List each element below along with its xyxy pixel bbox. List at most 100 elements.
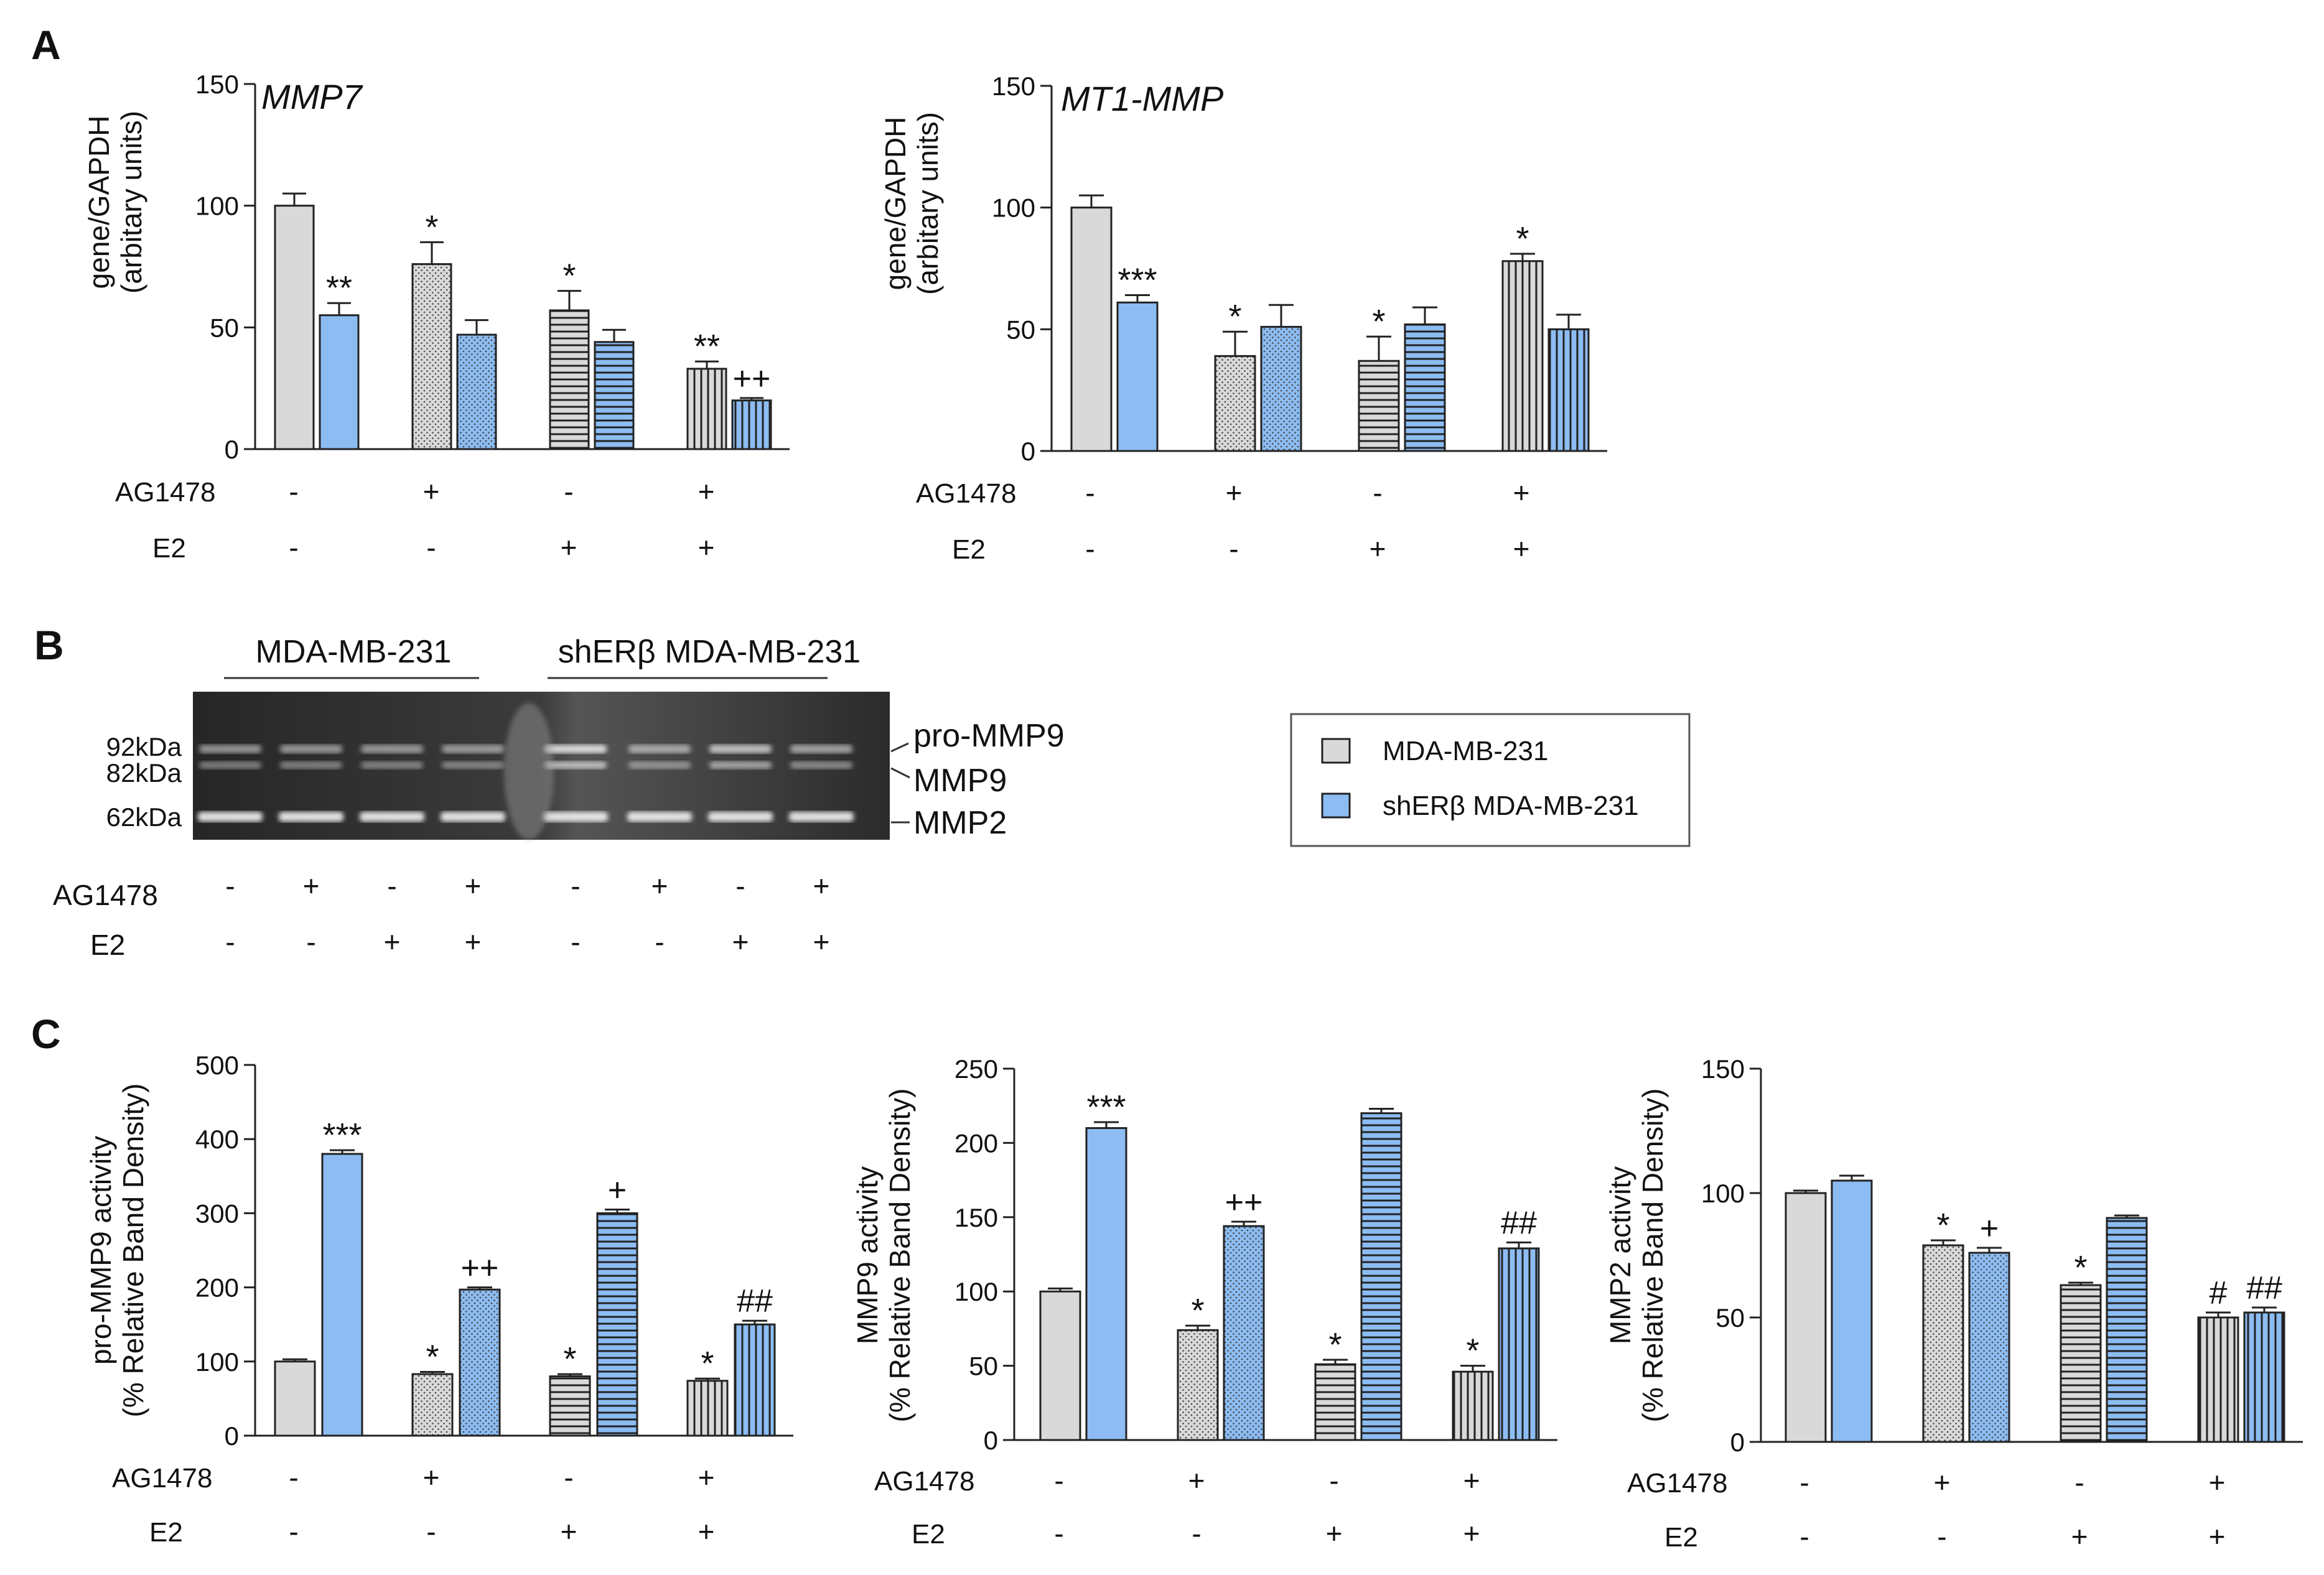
bar-sherb-1 bbox=[320, 315, 358, 449]
legend-swatch-blue bbox=[1321, 792, 1351, 819]
y-axis-label-line2: (arbitary units) bbox=[912, 112, 944, 295]
gel-ag-label: AG1478 bbox=[53, 879, 158, 911]
gel-band-pro-mmp9 bbox=[709, 745, 772, 753]
ag1478-sign: + bbox=[423, 475, 440, 508]
y-tick-label: 0 bbox=[225, 435, 239, 464]
marker-92kda: 92kDa bbox=[106, 732, 182, 761]
e2-sign: + bbox=[698, 1515, 715, 1548]
ag1478-sign: + bbox=[1226, 476, 1243, 509]
significance-mark: ** bbox=[694, 328, 720, 365]
bar-mda-4-pattern bbox=[2198, 1317, 2238, 1442]
bar-mda-4-pattern bbox=[688, 368, 726, 449]
gel-band-pro-mmp9 bbox=[199, 745, 261, 753]
bar-sherb-2-pattern bbox=[457, 335, 496, 449]
significance-mark: ++ bbox=[733, 361, 771, 397]
gel-e2-sign: - bbox=[225, 926, 235, 958]
bar-mda-3-pattern bbox=[1315, 1364, 1355, 1440]
y-tick-label: 250 bbox=[954, 1054, 998, 1084]
y-tick-label: 200 bbox=[195, 1273, 239, 1303]
y-axis-label-line1: pro-MMP9 activity bbox=[85, 1136, 117, 1365]
e2-sign: + bbox=[698, 531, 715, 564]
e2-sign: + bbox=[561, 531, 577, 564]
y-tick-label: 0 bbox=[1021, 437, 1035, 466]
bar-sherb-4-pattern bbox=[1549, 329, 1589, 451]
gel-ag-sign: + bbox=[813, 870, 830, 902]
e2-sign: + bbox=[2071, 1520, 2088, 1553]
e2-sign: + bbox=[1463, 1517, 1480, 1549]
significance-mark: * bbox=[701, 1345, 714, 1382]
bar-mda-1 bbox=[1071, 207, 1111, 451]
gel-ag-sign: + bbox=[303, 870, 320, 902]
ag1478-sign: + bbox=[2209, 1466, 2226, 1498]
bar-mda-1 bbox=[1786, 1193, 1826, 1442]
gel-e2-sign: + bbox=[732, 926, 749, 958]
y-axis-label: gene/GAPDH(arbitary units) bbox=[83, 111, 147, 294]
gel-band-mmp2 bbox=[441, 812, 505, 822]
gel-ag-sign: - bbox=[735, 870, 745, 902]
ag1478-sign: - bbox=[1054, 1464, 1063, 1497]
bar-sherb-4-pattern bbox=[735, 1324, 775, 1436]
y-axis-label-line1: MMP9 activity bbox=[851, 1166, 884, 1344]
bar-mda-3-pattern bbox=[1359, 361, 1399, 451]
legend-swatch-gray bbox=[1321, 738, 1351, 764]
y-tick-label: 0 bbox=[1730, 1428, 1745, 1457]
gel-band-mmp9 bbox=[628, 761, 691, 769]
panel-letter-b: B bbox=[34, 622, 64, 668]
y-axis-label: gene/GAPDH(arbitary units) bbox=[879, 112, 944, 295]
bar-sherb-2-pattern bbox=[1969, 1253, 2009, 1442]
gel-band-mmp9 bbox=[280, 761, 342, 769]
gel-group1-label: MDA-MB-231 bbox=[256, 634, 452, 670]
bar-sherb-3-pattern bbox=[1405, 324, 1445, 451]
gel-e2-sign: - bbox=[655, 926, 664, 958]
e2-sign: - bbox=[1799, 1520, 1809, 1553]
gel-smear bbox=[504, 703, 554, 840]
legend: MDA-MB-231 shERβ MDA-MB-231 bbox=[1290, 713, 1691, 847]
ag1478-sign: - bbox=[564, 1461, 573, 1494]
significance-mark: * bbox=[1516, 220, 1529, 258]
y-tick-label: 50 bbox=[1715, 1303, 1745, 1332]
pro-mmp9-pointer bbox=[890, 742, 909, 753]
significance-mark: ## bbox=[1501, 1205, 1537, 1241]
bar-sherb-4-pattern bbox=[732, 400, 771, 449]
significance-mark: * bbox=[2074, 1249, 2087, 1286]
y-axis-label-line1: gene/GAPDH bbox=[83, 116, 115, 289]
bar-sherb-1 bbox=[1832, 1181, 1872, 1442]
gel-ag-sign: - bbox=[225, 870, 235, 902]
marker-62kda: 62kDa bbox=[106, 802, 182, 832]
ag1478-row-label: AG1478 bbox=[115, 477, 215, 508]
gel-band-mmp9 bbox=[544, 761, 607, 769]
bar-mda-2-pattern bbox=[413, 1374, 452, 1436]
e2-sign: - bbox=[1192, 1517, 1201, 1549]
bar-mda-2-pattern bbox=[1923, 1245, 1963, 1442]
gel-band-mmp2 bbox=[708, 812, 773, 822]
ag1478-sign: + bbox=[423, 1461, 440, 1494]
ag1478-sign: - bbox=[2074, 1466, 2084, 1498]
bar-sherb-3-pattern bbox=[597, 1213, 637, 1436]
y-axis-label-line2: (% Relative Band Density) bbox=[1636, 1089, 1669, 1423]
bar-mda-2-pattern bbox=[413, 264, 451, 449]
significance-mark: *** bbox=[1086, 1089, 1126, 1126]
gel-e2-sign: + bbox=[465, 926, 482, 958]
ag1478-sign: + bbox=[1188, 1464, 1205, 1497]
ag1478-row-label: AG1478 bbox=[1627, 1468, 1727, 1498]
y-tick-label: 200 bbox=[954, 1128, 998, 1158]
gel-e2-sign: - bbox=[571, 926, 580, 958]
significance-mark: ** bbox=[326, 269, 352, 307]
chart-pro-mmp9: 0 100 200 300 400 500 pro-MMP9 activity(% Rela… bbox=[85, 1051, 793, 1548]
significance-mark: ## bbox=[2246, 1270, 2282, 1306]
e2-sign: - bbox=[289, 531, 298, 564]
significance-mark: * bbox=[1191, 1292, 1204, 1329]
y-axis-label-line2: (% Relative Band Density) bbox=[117, 1084, 149, 1418]
significance-mark: * bbox=[426, 1338, 439, 1375]
gel-band-mmp2 bbox=[360, 812, 424, 822]
legend-box bbox=[1290, 713, 1691, 847]
gel-band-mmp9 bbox=[199, 761, 261, 769]
gel-bands bbox=[198, 703, 854, 840]
gel-band-pro-mmp9 bbox=[442, 745, 504, 753]
y-tick-label: 300 bbox=[195, 1199, 239, 1228]
gel-e2-sign: - bbox=[306, 926, 315, 958]
bar-sherb-2-pattern bbox=[1261, 327, 1301, 451]
marker-82kda: 82kDa bbox=[106, 758, 182, 788]
significance-mark: * bbox=[425, 208, 438, 246]
